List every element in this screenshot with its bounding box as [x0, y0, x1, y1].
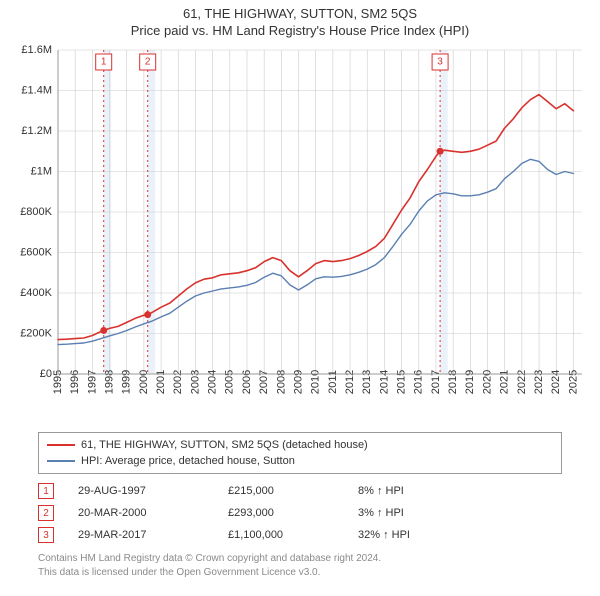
marker-label: 2	[145, 57, 151, 68]
x-tick-label: 2004	[207, 370, 219, 394]
x-tick-label: 2000	[138, 370, 150, 394]
x-tick-label: 2013	[361, 370, 373, 394]
x-tick-label: 2001	[155, 370, 167, 394]
sale-price: £215,000	[228, 485, 348, 497]
x-tick-label: 2016	[413, 370, 425, 394]
legend-row: HPI: Average price, detached house, Sutt…	[47, 453, 553, 469]
legend: 61, THE HIGHWAY, SUTTON, SM2 5QS (detach…	[38, 432, 562, 474]
chart-title: 61, THE HIGHWAY, SUTTON, SM2 5QS	[0, 6, 600, 21]
footnote-line-1: Contains HM Land Registry data © Crown c…	[38, 552, 562, 566]
chart-area: £0 £200K £400K £600K £800K £1M £1.2M £1.4M £1.6M…	[10, 42, 590, 424]
x-tick-label: 2022	[516, 370, 528, 394]
sale-number-box: 2	[38, 505, 54, 521]
sales-row: 3 29-MAR-2017 £1,100,000 32% ↑ HPI	[38, 524, 562, 546]
y-tick-label: £1.2M	[21, 125, 52, 137]
sale-number-box: 3	[38, 527, 54, 543]
legend-row: 61, THE HIGHWAY, SUTTON, SM2 5QS (detach…	[47, 437, 553, 453]
x-tick-label: 1996	[69, 370, 81, 394]
x-tick-label: 2020	[481, 370, 493, 394]
sale-delta: 32% ↑ HPI	[358, 529, 458, 541]
chart-subtitle: Price paid vs. HM Land Registry's House …	[0, 23, 600, 38]
y-tick-label: £1M	[31, 165, 52, 177]
y-tick-label: £400K	[20, 287, 52, 299]
x-tick-label: 2017	[430, 370, 442, 394]
x-tick-label: 1999	[121, 370, 133, 394]
y-tick-label: £1.4M	[21, 84, 52, 96]
sale-date: 20-MAR-2000	[78, 507, 218, 519]
sale-number-box: 1	[38, 483, 54, 499]
x-tick-label: 2012	[344, 370, 356, 394]
legend-swatch	[47, 460, 75, 462]
x-tick-label: 2007	[258, 370, 270, 394]
legend-label: HPI: Average price, detached house, Sutt…	[81, 455, 295, 467]
x-tick-label: 2006	[241, 370, 253, 394]
footnote-line-2: This data is licensed under the Open Gov…	[38, 566, 562, 580]
x-tick-label: 2003	[189, 370, 201, 394]
marker-label: 1	[101, 57, 107, 68]
y-tick-label: £200K	[20, 327, 52, 339]
y-tick-label: £800K	[20, 206, 52, 218]
x-tick-label: 2014	[378, 370, 390, 394]
sale-price: £1,100,000	[228, 529, 348, 541]
legend-label: 61, THE HIGHWAY, SUTTON, SM2 5QS (detach…	[81, 439, 368, 451]
x-tick-label: 2019	[464, 370, 476, 394]
x-tick-label: 2025	[567, 370, 579, 394]
sale-price: £293,000	[228, 507, 348, 519]
x-tick-label: 2002	[172, 370, 184, 394]
sale-delta: 8% ↑ HPI	[358, 485, 458, 497]
x-tick-label: 2023	[533, 370, 545, 394]
footnote: Contains HM Land Registry data © Crown c…	[38, 552, 562, 579]
x-tick-label: 1998	[103, 370, 115, 394]
x-tick-label: 2015	[396, 370, 408, 394]
marker-label: 3	[437, 57, 443, 68]
x-tick-label: 2008	[275, 370, 287, 394]
sale-point	[144, 311, 151, 318]
x-tick-label: 2024	[550, 370, 562, 394]
y-tick-label: £0	[40, 368, 52, 380]
legend-swatch	[47, 444, 75, 446]
chart-svg: £0 £200K £400K £600K £800K £1M £1.2M £1.4M £1.6M…	[10, 42, 590, 424]
sales-row: 1 29-AUG-1997 £215,000 8% ↑ HPI	[38, 480, 562, 502]
sale-date: 29-MAR-2017	[78, 529, 218, 541]
y-tick-label: £1.6M	[21, 44, 52, 56]
sales-row: 2 20-MAR-2000 £293,000 3% ↑ HPI	[38, 502, 562, 524]
sale-delta: 3% ↑ HPI	[358, 507, 458, 519]
sale-date: 29-AUG-1997	[78, 485, 218, 497]
y-tick-label: £600K	[20, 246, 52, 258]
sales-table: 1 29-AUG-1997 £215,000 8% ↑ HPI 2 20-MAR-2000…	[38, 480, 562, 546]
x-tick-label: 2018	[447, 370, 459, 394]
x-tick-label: 2010	[310, 370, 322, 394]
x-tick-label: 2021	[499, 370, 511, 394]
sale-point	[100, 327, 107, 334]
x-tick-label: 2005	[224, 370, 236, 394]
sale-point	[437, 148, 444, 155]
x-tick-label: 1997	[86, 370, 98, 394]
x-tick-label: 2009	[292, 370, 304, 394]
